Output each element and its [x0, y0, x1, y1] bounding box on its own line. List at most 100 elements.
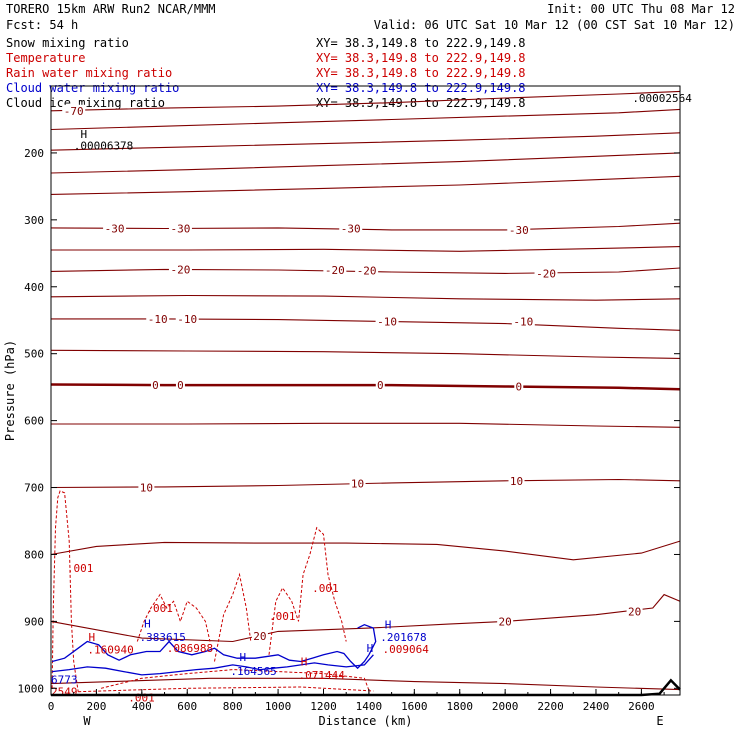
extremum-annotation: .383615 — [140, 631, 186, 644]
contour-label-bg — [103, 222, 127, 234]
contour-label-bg — [507, 223, 531, 235]
temperature-contour — [50, 677, 681, 691]
y-tick-label: 500 — [24, 348, 44, 361]
x-tick-label: 2400 — [583, 700, 610, 713]
extremum-annotation: .160940 — [87, 643, 133, 656]
legend-snow-xy: XY= 38.3,149.8 to 222.9,149.8 — [316, 36, 526, 50]
contour-label-bg — [514, 380, 524, 392]
temperature-contour — [50, 593, 681, 643]
contour-label: -10 — [377, 316, 397, 329]
contour-label-bg — [62, 104, 86, 116]
temperature-contour — [50, 90, 681, 112]
contour-label-bg — [175, 312, 199, 324]
temperature-contour — [50, 267, 681, 274]
extremum-annotation: H — [81, 128, 88, 141]
x-tick-label: 1800 — [446, 700, 473, 713]
contour-label-bg — [323, 264, 347, 276]
legend-temperature: Temperature — [6, 51, 86, 65]
extremum-annotation: .001 — [146, 602, 173, 615]
y-tick-label: 300 — [24, 214, 44, 227]
x-tick-label: 600 — [177, 700, 197, 713]
west-label: W — [83, 714, 91, 728]
contour-label-bg — [497, 615, 514, 627]
temperature-contour — [50, 478, 681, 489]
legend-cloud-ice: Cloud ice mixing ratio — [6, 96, 165, 110]
x-tick-label: 800 — [223, 700, 243, 713]
contour-label: 0 — [377, 379, 384, 392]
contour-label-bg — [138, 481, 155, 493]
contour-label: 10 — [351, 478, 364, 491]
extremum-annotation: H — [239, 651, 246, 664]
rain-water-contours — [51, 490, 374, 693]
extremum-annotation: .001 — [67, 562, 94, 575]
east-label: E — [656, 714, 663, 728]
extremum-annotation: H — [88, 631, 95, 644]
cloud-water-contour — [357, 623, 377, 656]
legend-rain: Rain water mixing ratio — [6, 66, 173, 80]
temperature-contour — [50, 540, 681, 561]
extremum-annotation: .001 — [312, 582, 339, 595]
y-axis-label: Pressure (hPa) — [3, 340, 17, 441]
extremum-annotation: 6773 — [51, 674, 78, 687]
temperature-contour — [51, 422, 681, 428]
contour-label-bg — [375, 315, 399, 327]
contour-label: -30 — [105, 223, 125, 236]
temperature-contour — [50, 108, 681, 131]
contour-label: 10 — [510, 475, 523, 488]
contour-label: -20 — [536, 267, 556, 280]
contour-label: -70 — [64, 105, 84, 118]
extremum-annotation: .201678 — [380, 631, 426, 644]
y-tick-label: 400 — [24, 281, 44, 294]
temperature-contour — [50, 222, 681, 231]
contour-label: -30 — [509, 224, 529, 237]
extremum-annotation: H — [367, 642, 374, 655]
legend-cloud-water: Cloud water mixing ratio — [6, 81, 180, 95]
contour-label-bg — [175, 379, 185, 391]
contour-labels: -30 -30 -30 -30 -20 -20 -20 -20 -10 -10 -10 -10 0 0 0 0… — [62, 104, 643, 643]
y-tick-label: 700 — [24, 482, 44, 495]
contour-label: -30 — [170, 223, 190, 236]
x-tick-label: 400 — [132, 700, 152, 713]
x-tick-label: 1000 — [265, 700, 292, 713]
contour-label-bg — [349, 477, 366, 489]
contour-label: -10 — [148, 313, 168, 326]
temperature-contour — [50, 294, 681, 301]
contour-label-bg — [168, 263, 192, 275]
temperature-contour — [50, 152, 681, 174]
temperature-contour — [50, 349, 681, 359]
forecast-hour: Fcst: 54 h — [6, 18, 79, 32]
contour-label-bg — [339, 222, 363, 234]
contour-label: -10 — [177, 313, 197, 326]
y-tick-label: 200 — [24, 147, 44, 160]
contour-label: -20 — [170, 263, 190, 276]
rain-water-contour — [214, 572, 252, 662]
contour-label: 0 — [152, 379, 159, 392]
rain-water-contour — [78, 686, 374, 693]
extremum-annotation: .086988 — [167, 642, 213, 655]
x-tick-label: 2600 — [628, 700, 655, 713]
legend-temperature-xy: XY= 38.3,149.8 to 222.9,149.8 — [316, 51, 526, 65]
contour-label: -10 — [513, 316, 533, 329]
contour-label: -20 — [357, 265, 377, 278]
x-tick-label: 200 — [86, 700, 106, 713]
contour-label: 10 — [140, 482, 153, 495]
contour-label-bg — [146, 312, 170, 324]
extremum-annotation: .009064 — [383, 643, 430, 656]
contour-label: 20 — [628, 605, 641, 618]
x-tick-label: 1600 — [401, 700, 428, 713]
annotations: H.00006378.00002564.001.001.001.001.001H… — [51, 92, 692, 705]
extremum-annotation: .164565 — [230, 665, 276, 678]
contour-label: 0 — [177, 379, 184, 392]
y-tick-label: 1000 — [18, 682, 45, 695]
contour-label-bg — [375, 379, 385, 391]
rain-water-contour — [136, 593, 211, 642]
valid-time: Valid: 06 UTC Sat 10 Mar 12 (00 CST Sat … — [373, 18, 735, 32]
x-tick-label: 1200 — [310, 700, 337, 713]
rain-water-contour — [51, 490, 79, 692]
cloud-water-contour — [51, 640, 370, 670]
contour-label: -20 — [325, 264, 345, 277]
contour-label-bg — [626, 605, 643, 617]
extremum-annotation: H — [144, 617, 151, 630]
legend-cloud-water-xy: XY= 38.3,149.8 to 222.9,149.8 — [316, 81, 526, 95]
